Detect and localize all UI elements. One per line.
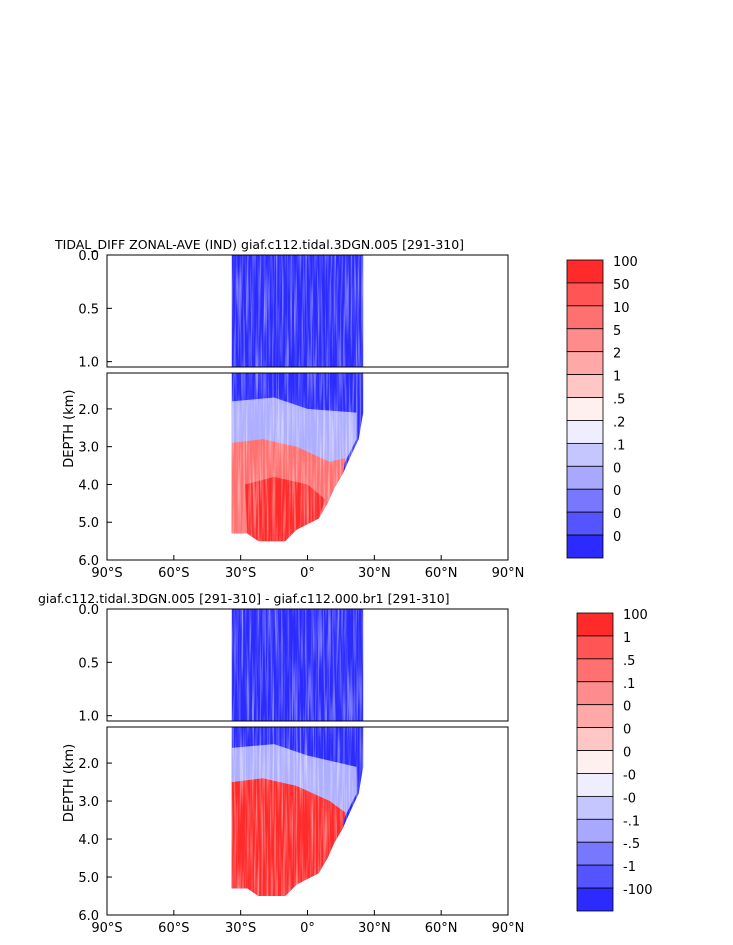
colorbar-label: -1: [623, 860, 636, 875]
colorbar-label: 50: [613, 278, 630, 293]
colorbar-swatch: [566, 374, 604, 398]
colorbar-swatch: [566, 397, 604, 421]
colorbar: 100 1 .5 .1 0 0 0 -0 -0 -.1 -.5 -1 -100: [576, 608, 653, 912]
y-tick-label: 0.5: [78, 302, 99, 317]
colorbar-swatch: [576, 841, 614, 866]
x-tick-label: 30°S: [225, 921, 256, 936]
x-tick-label: 90°N: [492, 921, 525, 936]
colorbar-swatch: [576, 773, 614, 797]
y-tick-label: 1.0: [78, 710, 99, 725]
x-tick-label: 30°S: [225, 566, 256, 581]
colorbar-swatch: [566, 351, 604, 376]
y-axis-label: DEPTH (km): [62, 390, 77, 468]
x-tick-label: 0°: [300, 921, 315, 936]
colorbar-swatch: [576, 635, 614, 660]
chart-title: giaf.c112.tidal.3DGN.005 [291-310] - gia…: [38, 591, 450, 606]
y-tick-label: 4.0: [78, 478, 99, 493]
colorbar-label: 1: [623, 631, 631, 646]
y-tick-label: 5.0: [78, 516, 99, 531]
colorbar-swatch: [566, 305, 604, 330]
colorbar-label: 5: [613, 324, 621, 339]
upper-frame: [106, 254, 509, 368]
colorbar-label: 10: [613, 301, 630, 316]
colorbar-label: -.1: [623, 814, 640, 829]
colorbar-label: 2: [613, 347, 621, 362]
colorbar-label: 0: [623, 746, 631, 761]
colorbar-label: 1: [613, 370, 621, 385]
chart-title: TIDAL_DIFF ZONAL-AVE (IND) giaf.c112.tid…: [54, 237, 464, 252]
colorbar-swatch: [576, 795, 614, 820]
y-tick-label: 0.0: [78, 249, 99, 264]
colorbar-label: .5: [613, 393, 625, 408]
colorbar-swatch: [566, 488, 604, 513]
colorbar-label: .1: [613, 438, 625, 453]
colorbar-label: 100: [623, 608, 648, 623]
colorbar-label: 0: [613, 530, 621, 545]
x-tick-label: 30°N: [358, 921, 391, 936]
data-field: [231, 255, 364, 542]
y-tick-label: 3.0: [78, 795, 99, 810]
y-tick-label: 2.0: [78, 403, 99, 418]
colorbar-label: -0: [623, 791, 636, 806]
colorbar-swatch: [566, 282, 604, 307]
y-tick-label: 5.0: [78, 871, 99, 886]
colorbar-swatch: [566, 442, 604, 467]
y-tick-label: 1.0: [78, 356, 99, 371]
colorbar-swatch: [576, 658, 614, 683]
colorbar-label: 100: [613, 255, 638, 270]
colorbar-swatch: [576, 704, 614, 729]
y-tick-label: 4.0: [78, 833, 99, 848]
colorbar-label: .5: [623, 654, 635, 669]
y-tick-label: 6.0: [78, 554, 99, 569]
x-tick-label: 90°S: [91, 566, 122, 581]
x-tick-label: 30°N: [358, 566, 391, 581]
colorbar-swatch: [566, 511, 604, 536]
colorbar-label: 0: [613, 461, 621, 476]
y-tick-label: 0.5: [78, 656, 99, 671]
colorbar-label: .2: [613, 415, 625, 430]
colorbar-label: -.5: [623, 837, 640, 852]
colorbar-swatch: [576, 887, 614, 912]
y-tick-label: 2.0: [78, 757, 99, 772]
colorbar-swatch: [576, 750, 614, 774]
colorbar-label: 0: [623, 700, 631, 715]
y-tick-label: 0.0: [78, 603, 99, 618]
colorbar-swatch: [566, 465, 604, 490]
colorbar-swatch: [576, 612, 614, 637]
colorbar-swatch: [576, 818, 614, 843]
colorbar: 100 50 10 5 2 1 .5 .2 .1 0 0 0 0: [566, 255, 638, 559]
x-tick-label: 60°N: [425, 921, 458, 936]
panel-2: giaf.c112.tidal.3DGN.005 [291-310] - gia…: [38, 591, 653, 936]
colorbar-swatch: [576, 864, 614, 889]
colorbar-label: -0: [623, 768, 636, 783]
colorbar-swatch: [576, 727, 614, 751]
upper-frame: [106, 608, 509, 722]
x-tick-label: 0°: [300, 566, 315, 581]
x-tick-label: 60°N: [425, 566, 458, 581]
colorbar-label: 0: [623, 723, 631, 738]
colorbar-label: 0: [613, 484, 621, 499]
x-tick-label: 90°N: [492, 566, 525, 581]
y-axis-label: DEPTH (km): [62, 744, 77, 822]
colorbar-swatch: [576, 681, 614, 706]
colorbar-swatch: [566, 420, 604, 444]
colorbar-label: .1: [623, 677, 635, 692]
colorbar-swatch: [566, 328, 604, 353]
panel-1: TIDAL_DIFF ZONAL-AVE (IND) giaf.c112.tid…: [54, 237, 638, 581]
data-field: [231, 609, 364, 897]
streak-texture: [231, 255, 364, 542]
colorbar-label: -100: [623, 883, 653, 898]
y-tick-label: 3.0: [78, 441, 99, 456]
x-tick-label: 90°S: [91, 921, 122, 936]
x-tick-label: 60°S: [158, 921, 189, 936]
colorbar-swatch: [566, 534, 604, 559]
colorbar-label: 0: [613, 507, 621, 522]
y-tick-label: 6.0: [78, 909, 99, 924]
colorbar-swatch: [566, 259, 604, 284]
streak-texture: [231, 609, 364, 897]
x-tick-label: 60°S: [158, 566, 189, 581]
